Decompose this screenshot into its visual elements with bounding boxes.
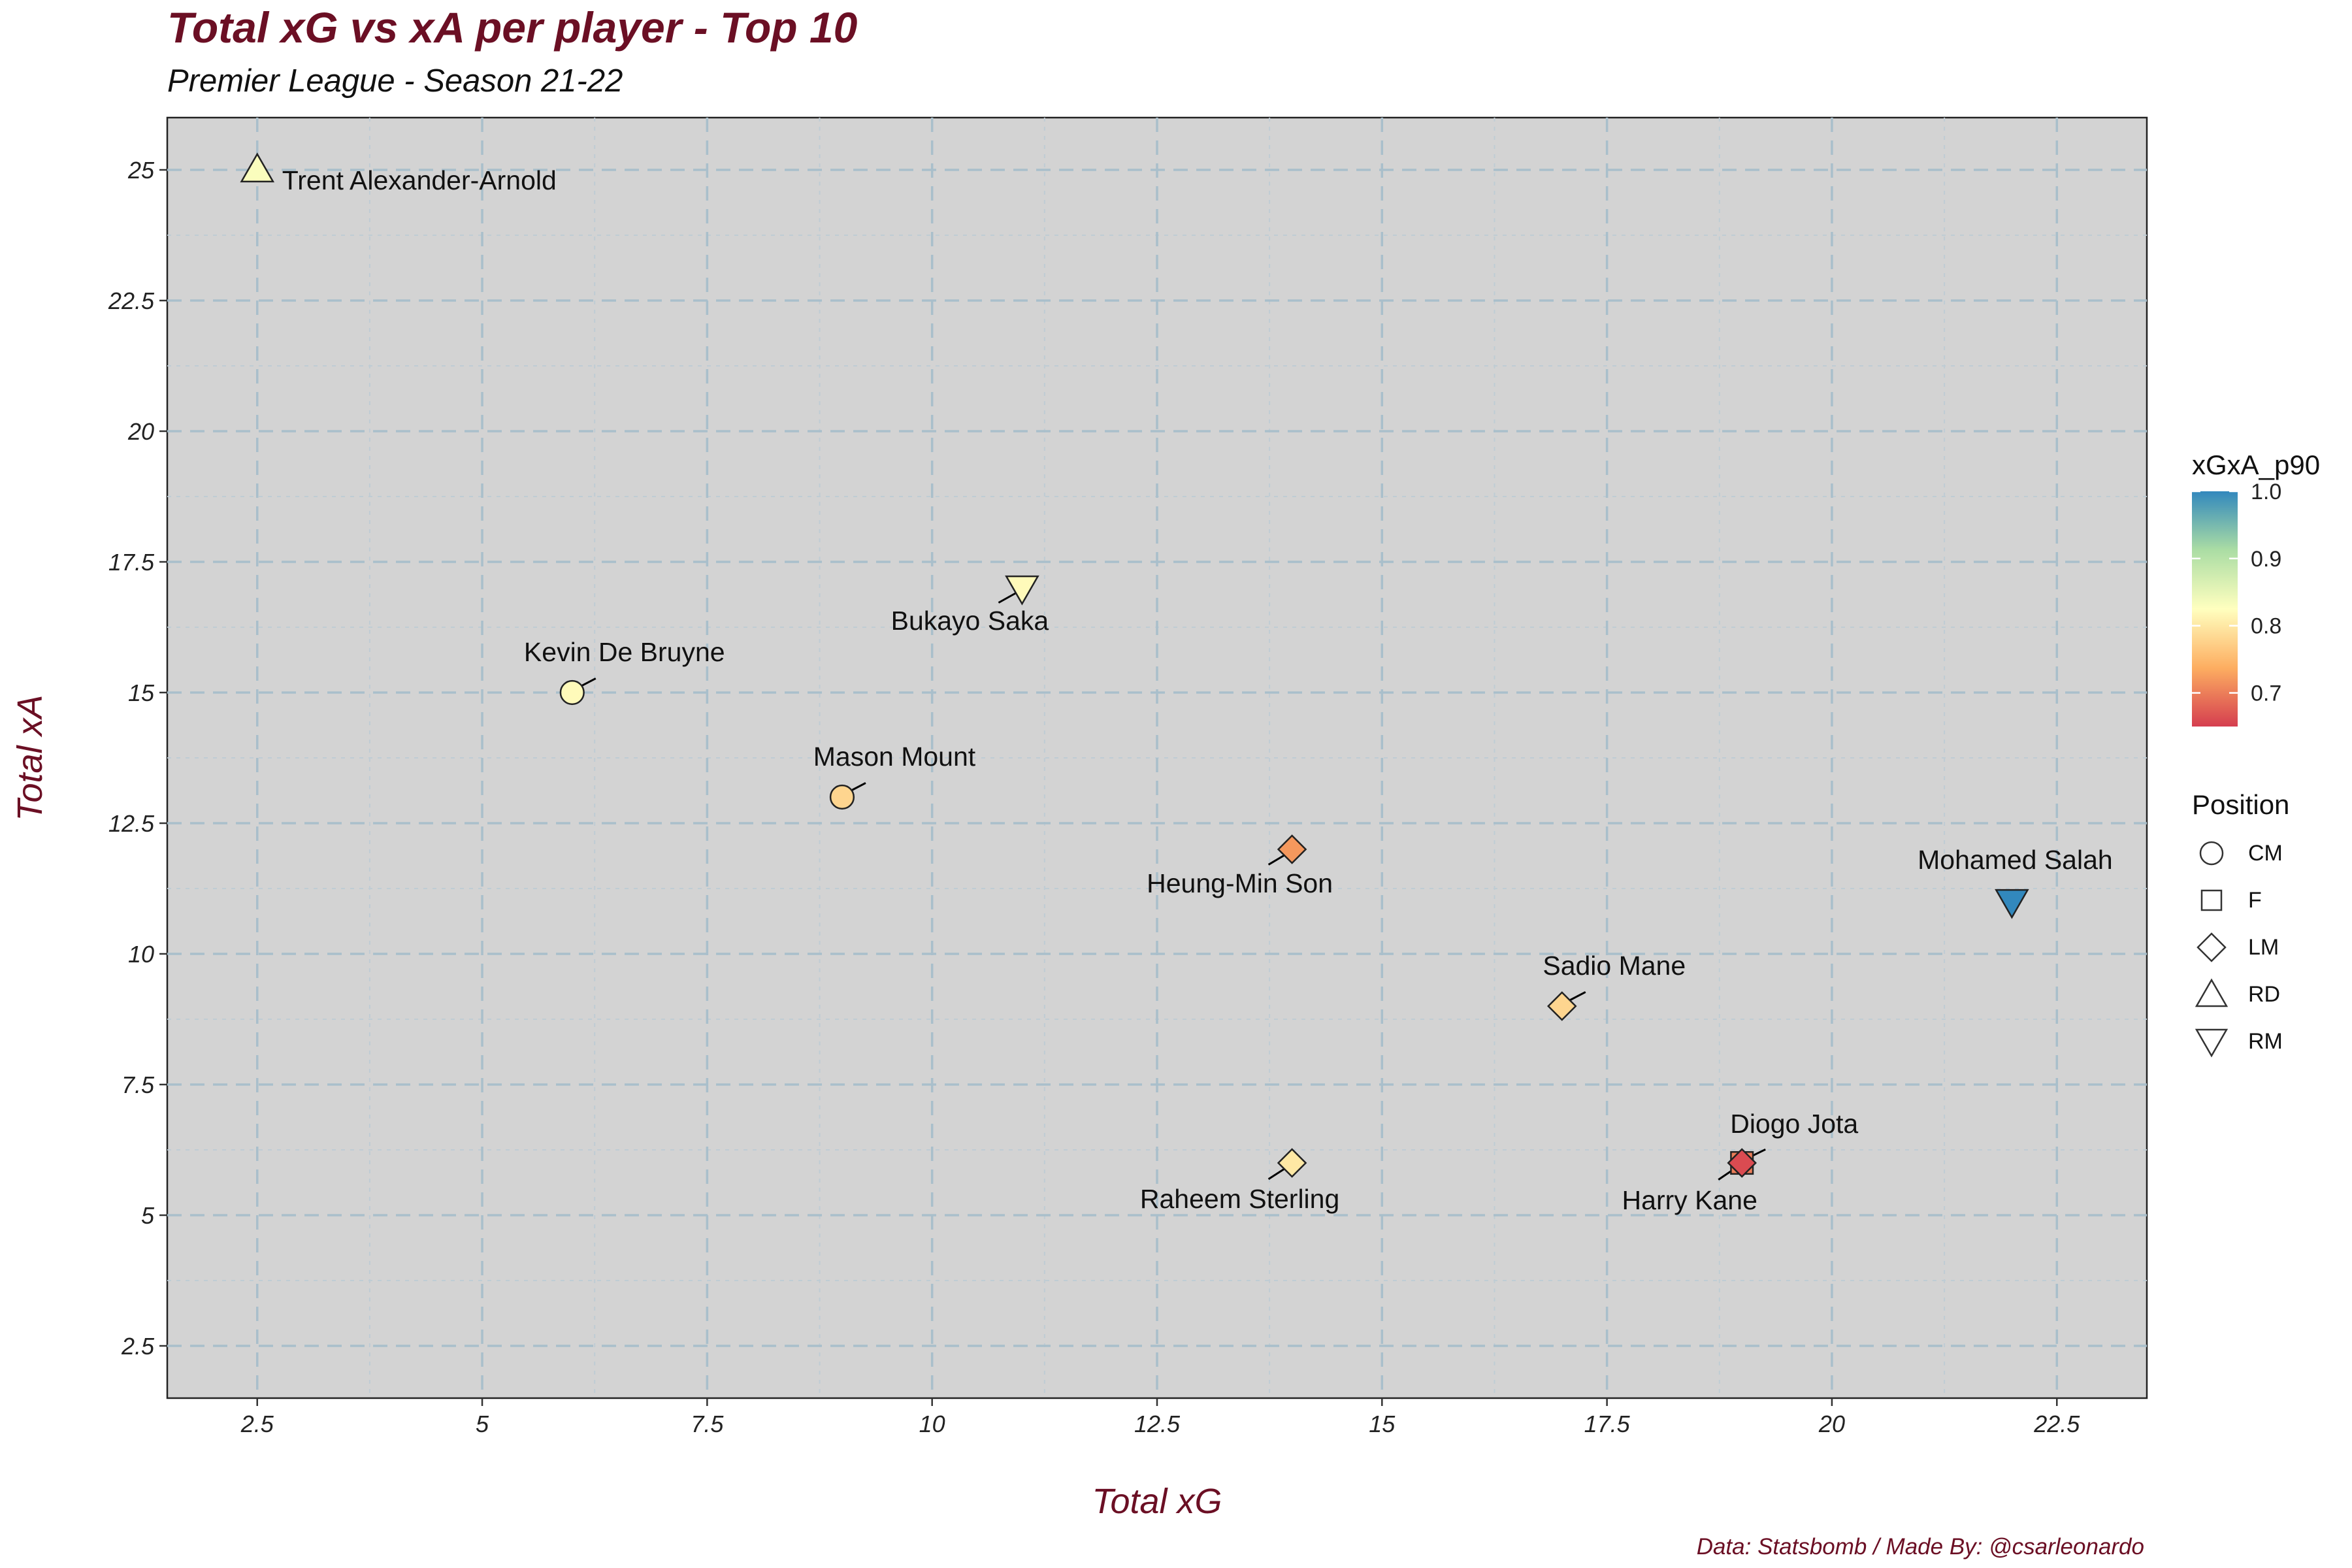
- point-lm: [1547, 991, 1577, 1021]
- legend-item-rm: RM: [2192, 1022, 2283, 1061]
- point-labels: Trent Alexander-Arnold Bukayo Saka Kevin D…: [282, 165, 2113, 1215]
- color-legend: xGxA_p90: [2192, 449, 2320, 481]
- colorbar: [2192, 491, 2238, 727]
- point-rd: [240, 152, 275, 183]
- legend-label-rm: RM: [2248, 1028, 2283, 1054]
- legend-item-cm: CM: [2192, 834, 2283, 873]
- point-lm: [1727, 1148, 1757, 1178]
- point-label: Diogo Jota: [1730, 1109, 1858, 1139]
- point-label: Trent Alexander-Arnold: [282, 165, 557, 195]
- chart-title: Total xG vs xA per player - Top 10: [167, 3, 858, 52]
- data-points: [240, 152, 2029, 1178]
- x-tick-label: 12.5: [1134, 1411, 1181, 1437]
- color-legend-title: xGxA_p90: [2192, 449, 2321, 480]
- grid-lines: [167, 118, 2147, 1398]
- shape-legend: Position CM F LM RD RM: [2192, 789, 2290, 1058]
- axis-ticks: 2.5 5 7.5 10 12.5 15 17.5 20 22.5 2.5 5 7.5 10 12.5 15…: [108, 157, 2080, 1437]
- colorbar-ticks: 0.7 0.8 0.9 1.0: [2192, 480, 2281, 706]
- x-tick-label: 20: [1818, 1411, 1845, 1437]
- x-axis-title: Total xG: [1092, 1482, 1222, 1521]
- label-connector: [998, 592, 1017, 604]
- point-label: Heung-Min Son: [1147, 868, 1333, 898]
- legend-label-rd: RD: [2248, 981, 2281, 1007]
- legend-item-f: F: [2192, 881, 2262, 920]
- x-tick-label: 22.5: [2033, 1411, 2080, 1437]
- point-label: Bukayo Saka: [891, 606, 1049, 636]
- point-rm: [1995, 889, 2029, 919]
- y-tick-label: 25: [127, 157, 155, 184]
- colorbar-tick-label: 0.8: [2251, 614, 2281, 639]
- shape-legend-title: Position: [2192, 789, 2290, 820]
- y-tick-label: 17.5: [108, 549, 155, 576]
- point-label: Mason Mount: [813, 742, 976, 772]
- x-tick-label: 17.5: [1584, 1411, 1631, 1437]
- colorbar-tick-label: 0.9: [2251, 547, 2281, 572]
- y-tick-label: 2.5: [121, 1333, 155, 1360]
- colorbar-tick-label: 1.0: [2251, 480, 2281, 504]
- chart-subtitle: Premier League - Season 21-22: [167, 63, 623, 99]
- square-shape-icon: [2200, 889, 2223, 911]
- point-lm: [1277, 834, 1307, 864]
- point-cm: [559, 679, 585, 706]
- label-connector: [1267, 853, 1286, 866]
- point-label: Harry Kane: [1622, 1185, 1757, 1215]
- x-tick-label: 7.5: [691, 1411, 724, 1437]
- x-tick-label: 5: [476, 1411, 489, 1437]
- y-tick-label: 10: [128, 941, 154, 968]
- y-tick-label: 20: [127, 418, 154, 445]
- x-tick-label: 15: [1369, 1411, 1396, 1437]
- y-tick-label: 12.5: [108, 810, 155, 837]
- point-label: Raheem Sterling: [1140, 1184, 1339, 1214]
- legend-label-cm: CM: [2248, 840, 2283, 866]
- point-label: Kevin De Bruyne: [524, 637, 725, 667]
- y-tick-label: 5: [141, 1202, 155, 1229]
- point-lm: [1277, 1148, 1307, 1178]
- x-tick-label: 2.5: [240, 1411, 274, 1437]
- point-label: Sadio Mane: [1543, 951, 1686, 981]
- label-connector: [1568, 991, 1586, 1002]
- point-label: Mohamed Salah: [1918, 845, 2113, 875]
- y-tick-label: 22.5: [108, 287, 155, 314]
- chart-caption: Data: Statsbomb / Made By: @csarleonardo: [1696, 1534, 2144, 1560]
- point-rm: [1005, 575, 1039, 606]
- circle-shape-icon: [2199, 841, 2224, 866]
- legend-item-lm: LM: [2192, 928, 2279, 967]
- label-connector: [1267, 1167, 1286, 1181]
- y-tick-label: 15: [128, 679, 155, 706]
- point-cm: [829, 784, 855, 810]
- colorbar-tick-label: 0.7: [2251, 681, 2281, 706]
- legend-item-rd: RD: [2192, 975, 2280, 1014]
- diamond-shape-icon: [2197, 932, 2227, 962]
- legend-label-lm: LM: [2248, 934, 2279, 960]
- legend-label-f: F: [2248, 887, 2262, 913]
- y-axis-title: Total xA: [10, 694, 50, 821]
- x-tick-label: 10: [919, 1411, 945, 1437]
- triangle-down-shape-icon: [2195, 1028, 2229, 1058]
- triangle-up-shape-icon: [2195, 978, 2229, 1007]
- y-tick-label: 7.5: [122, 1071, 155, 1098]
